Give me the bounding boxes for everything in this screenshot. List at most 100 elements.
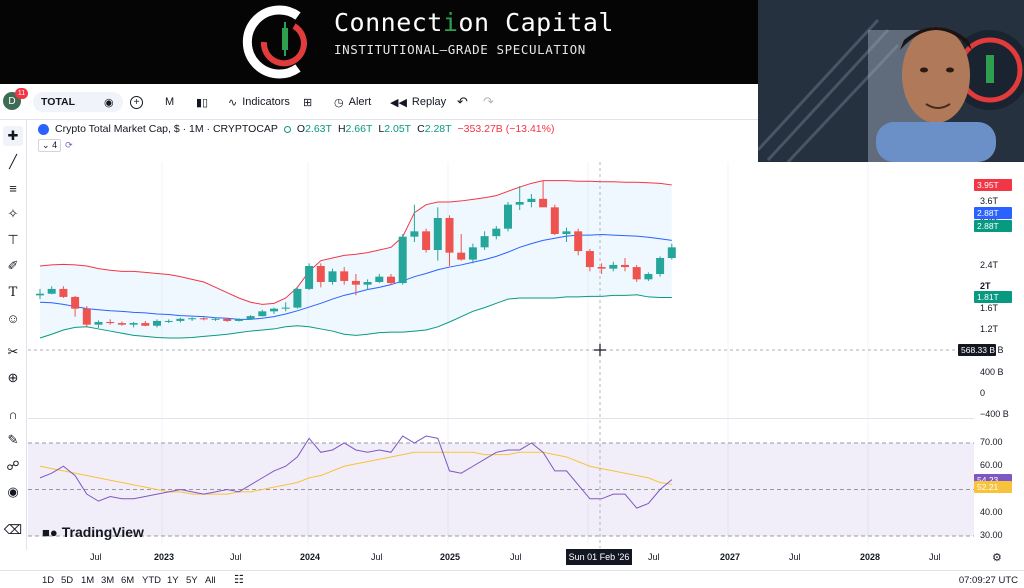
range-button-6m[interactable]: 6M bbox=[121, 575, 135, 586]
crosshair-price-tag: 568.33 B bbox=[958, 344, 996, 356]
undo-button[interactable]: ↶ bbox=[457, 84, 468, 120]
candle-body bbox=[188, 318, 197, 320]
candle-body bbox=[609, 264, 618, 269]
pane-divider[interactable] bbox=[28, 418, 974, 419]
time-label: Jul bbox=[929, 552, 941, 562]
fib-tool-icon[interactable]: ≡ bbox=[9, 180, 17, 196]
webcam-feed bbox=[758, 0, 1024, 162]
basis-tag: 2.88T bbox=[974, 207, 1012, 219]
candle bbox=[398, 234, 407, 285]
candle-body bbox=[305, 266, 314, 289]
lock-drawing-icon[interactable]: ✎ bbox=[7, 432, 19, 447]
indicator-collapse[interactable]: ⌄ 4 ⟳ bbox=[38, 139, 73, 152]
range-button-1m[interactable]: 1M bbox=[81, 575, 95, 586]
alert-button[interactable]: ◷ Alert bbox=[334, 84, 371, 120]
brush-tool-icon[interactable]: ✐ bbox=[7, 258, 19, 273]
replay-label: Replay bbox=[411, 96, 447, 108]
range-button-1y[interactable]: 1Y bbox=[167, 575, 179, 586]
candle-body bbox=[153, 320, 161, 326]
interval-button[interactable]: M bbox=[165, 84, 174, 120]
bollinger-upper-line bbox=[39, 180, 672, 305]
ruler-tool-icon[interactable]: ✂ bbox=[7, 344, 19, 359]
emoji-tool-icon[interactable]: ☺ bbox=[6, 310, 20, 326]
clock-utc[interactable]: 07:09:27 UTC bbox=[958, 575, 1018, 586]
candle-body bbox=[270, 308, 278, 312]
candle bbox=[387, 274, 395, 285]
candle bbox=[527, 194, 536, 208]
pattern-tool-icon[interactable]: ✧ bbox=[7, 206, 19, 221]
compare-plus-button[interactable]: + bbox=[130, 84, 143, 120]
range-button-ytd[interactable]: YTD bbox=[142, 575, 161, 586]
indicators-button[interactable]: ∿ Indicators bbox=[228, 84, 290, 120]
bollinger-fill bbox=[40, 180, 672, 338]
time-label: 2027 bbox=[720, 552, 741, 562]
axis-settings-icon[interactable]: ⚙ bbox=[992, 552, 1002, 564]
time-label: 2028 bbox=[860, 552, 881, 562]
text-tool-icon[interactable]: T bbox=[8, 284, 18, 300]
magnet-icon[interactable]: ∩ bbox=[8, 406, 18, 422]
templates-button[interactable]: ⊞ bbox=[303, 84, 312, 120]
price-label: 2T bbox=[980, 281, 991, 292]
range-button-5d[interactable]: 5D bbox=[61, 575, 74, 586]
symbol-search[interactable]: TOTAL bbox=[33, 92, 123, 112]
time-label: 2025 bbox=[440, 552, 461, 562]
visibility-icon[interactable]: ◉ bbox=[7, 484, 19, 499]
price-label: 2.4T bbox=[980, 260, 999, 270]
alarm-clock-icon: ◷ bbox=[334, 96, 344, 109]
trendline-tool-icon[interactable]: ╱ bbox=[9, 154, 17, 169]
redo-button[interactable]: ↷ bbox=[483, 84, 494, 120]
candle-body bbox=[47, 288, 56, 294]
candle-body bbox=[223, 318, 232, 321]
ohlc-close: C2.28T bbox=[417, 123, 452, 135]
candle-body bbox=[82, 308, 91, 325]
candle bbox=[223, 318, 232, 322]
candle-body bbox=[632, 267, 641, 280]
time-label: Jul bbox=[510, 552, 522, 562]
trash-icon[interactable]: ⌫ bbox=[3, 522, 23, 537]
time-axis[interactable]: Jul 2023 Jul 2024 Jul 2025 Jul Jul 2027 Jul 2028 Ju… bbox=[28, 548, 974, 568]
collapse-toggle[interactable]: ⌄ 4 bbox=[38, 139, 62, 152]
projection-tool-icon[interactable]: ⊤ bbox=[7, 232, 19, 247]
candle-body bbox=[644, 274, 653, 280]
series-title[interactable]: Crypto Total Market Cap, $ · 1M · CRYPTO… bbox=[55, 123, 278, 135]
candle-body bbox=[36, 293, 44, 296]
candle-body bbox=[246, 316, 255, 320]
candle bbox=[71, 295, 80, 317]
range-button-1d[interactable]: 1D bbox=[42, 575, 55, 586]
candle bbox=[562, 227, 571, 242]
range-button-all[interactable]: All bbox=[205, 575, 216, 586]
zoom-in-icon[interactable]: ⊕ bbox=[7, 370, 19, 385]
candle-body bbox=[492, 228, 501, 237]
candle bbox=[609, 261, 618, 272]
candle bbox=[328, 268, 337, 285]
range-button-5y[interactable]: 5Y bbox=[186, 575, 198, 586]
candle-body bbox=[328, 271, 337, 282]
candle bbox=[550, 204, 559, 236]
top-toolbar: D 11 TOTAL ◉ + M ▮▯ ∿ Indicators ⊞ ◷ Alert… bbox=[0, 84, 758, 120]
candle bbox=[422, 228, 431, 253]
candle bbox=[59, 286, 68, 298]
date-range-calendar-icon[interactable]: ☷ bbox=[234, 574, 244, 586]
candle-body bbox=[410, 231, 419, 237]
lock-icon[interactable]: ☍ bbox=[6, 458, 20, 473]
candle bbox=[667, 243, 676, 260]
replay-button[interactable]: ◀◀ Replay bbox=[390, 84, 446, 120]
bollinger-lower-line bbox=[39, 294, 672, 339]
candle-body bbox=[457, 252, 466, 260]
candle bbox=[164, 319, 173, 324]
price-label: 3.6T bbox=[980, 196, 999, 206]
sync-icon[interactable]: ⟳ bbox=[65, 140, 73, 150]
candle-body bbox=[562, 231, 571, 234]
tradingview-watermark[interactable]: ■● TradingView bbox=[42, 524, 144, 540]
range-button-3m[interactable]: 3M bbox=[101, 575, 115, 586]
chart-type-button[interactable]: ▮▯ bbox=[196, 84, 208, 120]
candle bbox=[585, 248, 594, 272]
indicators-icon: ∿ bbox=[228, 96, 238, 109]
candle-body bbox=[199, 318, 208, 320]
crosshair-tool-icon[interactable]: ✚ bbox=[3, 126, 23, 146]
candle bbox=[316, 263, 325, 288]
candle bbox=[153, 319, 161, 328]
eye-icon[interactable]: ◉ bbox=[104, 96, 114, 109]
